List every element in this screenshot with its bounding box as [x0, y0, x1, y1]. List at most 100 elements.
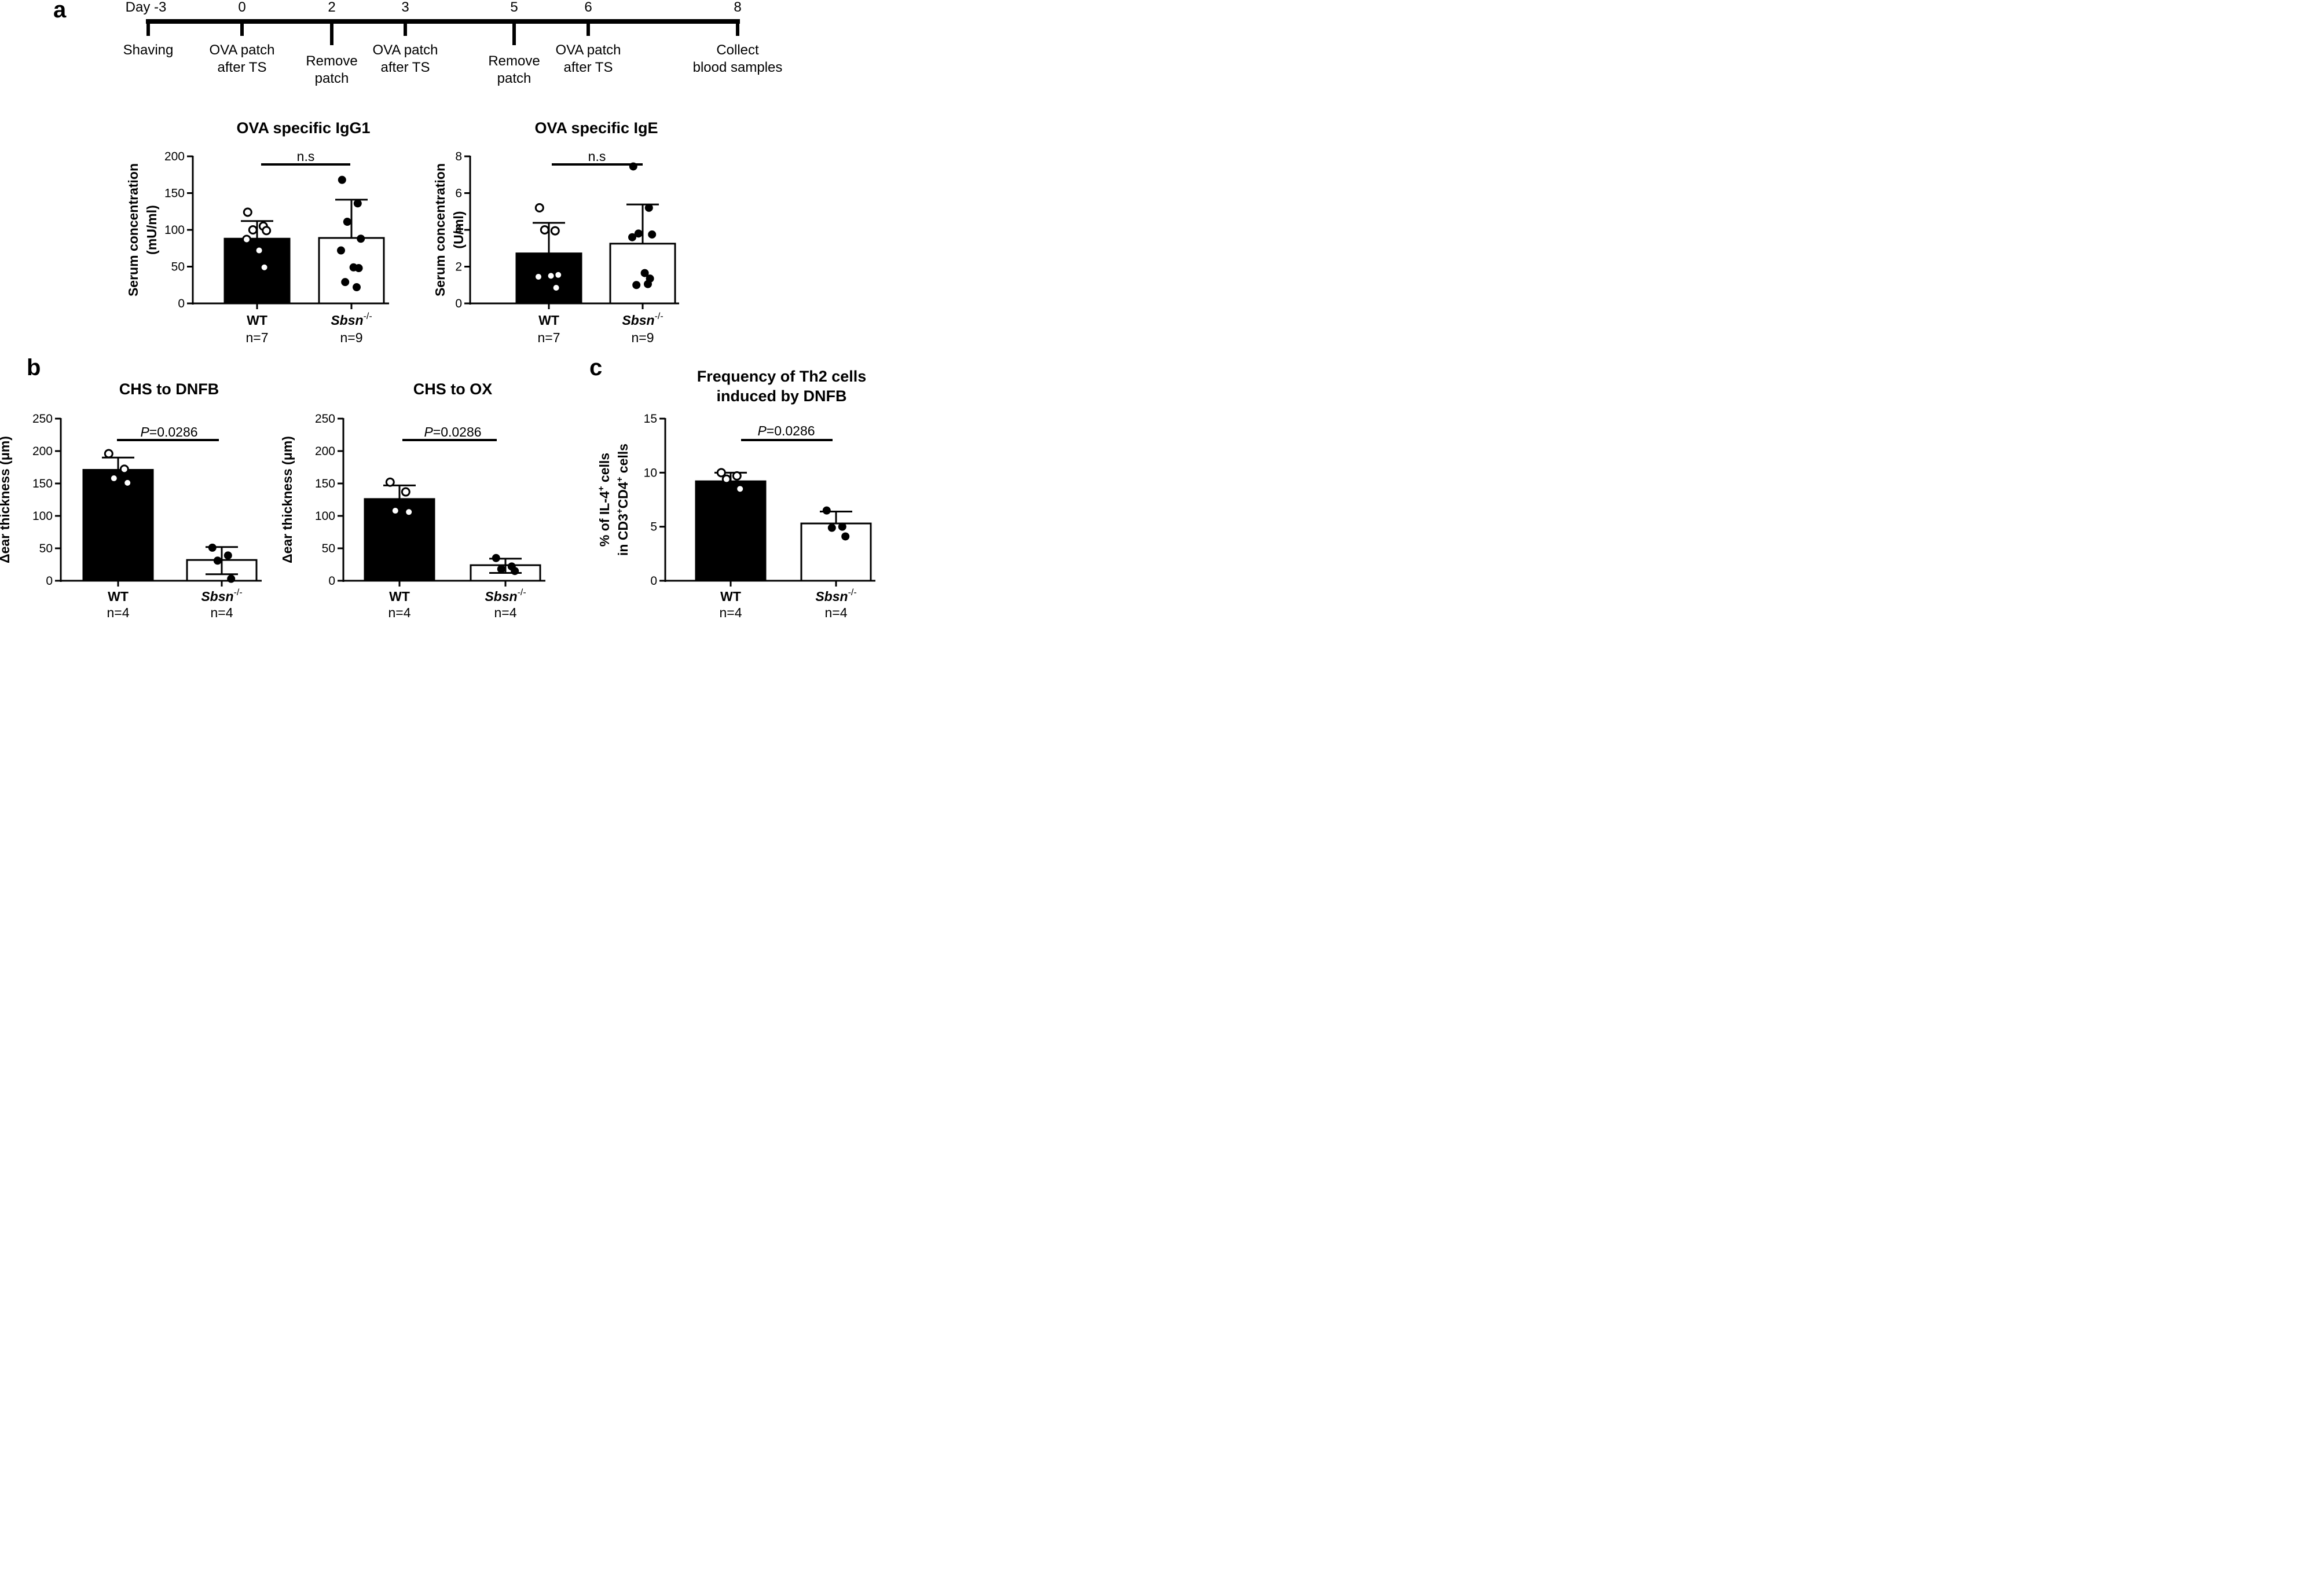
- data-point: [827, 523, 836, 532]
- data-point: [511, 567, 519, 576]
- timeline-event-label: after TS: [218, 60, 267, 75]
- category-label: Sbsn-/-: [485, 588, 526, 604]
- category-label: Sbsn-/-: [622, 312, 663, 328]
- timeline-event-label: OVA patch: [373, 42, 438, 58]
- data-point: [497, 565, 505, 573]
- data-point: [492, 554, 500, 562]
- data-point: [716, 468, 726, 478]
- y-axis-label: (mU/ml): [144, 205, 159, 255]
- data-point: [227, 574, 236, 583]
- data-point: [259, 262, 269, 272]
- data-point: [732, 471, 742, 481]
- y-tick-label: 200: [164, 150, 185, 163]
- n-label: n=9: [631, 330, 654, 345]
- timeline-event-label: Collect: [716, 42, 759, 58]
- data-point: [104, 449, 113, 459]
- y-tick-label: 0: [178, 297, 185, 310]
- chart-title: CHS to DNFB: [119, 380, 219, 398]
- significance-label: n.s: [588, 149, 606, 164]
- timeline-day-label: Day -3: [126, 0, 167, 15]
- panel-letter-a: a: [53, 0, 67, 23]
- y-axis-label: Δear thickness (μm): [0, 436, 12, 563]
- y-axis-label: Serum concentration: [432, 163, 448, 296]
- n-label: n=4: [210, 605, 233, 618]
- data-point: [337, 246, 345, 255]
- chart-title: OVA specific IgE: [534, 119, 658, 137]
- data-point: [401, 487, 410, 497]
- data-point: [632, 281, 641, 290]
- data-point: [119, 464, 129, 474]
- y-tick-label: 0: [328, 574, 335, 588]
- y-tick-label: 100: [164, 223, 185, 237]
- data-point: [735, 484, 745, 494]
- data-point: [254, 245, 264, 255]
- data-point: [640, 269, 649, 277]
- data-point: [357, 234, 365, 243]
- data-point: [648, 230, 657, 239]
- data-point: [822, 506, 831, 515]
- data-point: [123, 478, 133, 488]
- panel-letter-b: b: [27, 355, 41, 380]
- timeline-day-label: 8: [734, 0, 741, 15]
- y-axis-label: in CD3+CD4+ cells: [615, 444, 631, 556]
- data-point: [343, 218, 351, 226]
- y-tick-label: 15: [644, 412, 657, 426]
- timeline-event-label: Remove: [488, 53, 540, 69]
- y-tick-label: 200: [32, 445, 53, 458]
- y-tick-label: 0: [46, 574, 53, 588]
- bar-wt: [695, 480, 767, 582]
- y-tick-label: 250: [32, 412, 53, 426]
- chart-ova-igg1: OVA specific IgG1 0 50 100 150 200 Serum conce…: [126, 119, 389, 345]
- chart-ova-ige: OVA specific IgE 0 2 4 6 8 Serum concentration…: [432, 119, 679, 345]
- timeline: Day -3 Shaving 0 OVA patch after TS 2 Remove pa…: [123, 0, 783, 86]
- data-point: [534, 272, 543, 281]
- data-point: [208, 543, 217, 552]
- timeline-event-label: patch: [497, 71, 531, 86]
- chart-title: induced by DNFB: [716, 387, 846, 405]
- data-point: [534, 203, 544, 212]
- data-point: [546, 271, 556, 281]
- bar-sbsn: [800, 522, 872, 582]
- chart-title: OVA specific IgG1: [236, 119, 370, 137]
- data-point: [354, 264, 363, 273]
- data-point: [644, 280, 652, 288]
- category-label: WT: [247, 313, 267, 328]
- significance-label: n.s: [297, 149, 315, 164]
- y-tick-label: 0: [650, 574, 657, 588]
- data-point: [262, 226, 272, 236]
- y-tick-label: 8: [455, 150, 462, 163]
- data-point: [109, 474, 119, 483]
- y-tick-label: 250: [315, 412, 335, 426]
- y-tick-label: 150: [32, 477, 53, 490]
- data-point: [353, 199, 362, 208]
- n-label: n=7: [537, 330, 560, 345]
- timeline-day-label: 3: [401, 0, 409, 15]
- data-point: [223, 551, 232, 560]
- data-point: [721, 474, 731, 484]
- y-axis-label: (U/ml): [451, 211, 466, 248]
- y-tick-label: 2: [455, 261, 462, 274]
- data-point: [841, 532, 850, 541]
- y-tick-label: 50: [171, 261, 185, 274]
- timeline-event-label: after TS: [381, 60, 430, 75]
- data-point: [628, 233, 636, 241]
- y-tick-label: 10: [644, 466, 657, 479]
- category-label: Sbsn-/-: [201, 588, 242, 604]
- category-label: Sbsn-/-: [815, 588, 856, 604]
- category-label: WT: [720, 589, 741, 604]
- data-point: [634, 229, 643, 238]
- chart-chs-dnfb: CHS to DNFB 0 50 100 150 200 250 Δear thickness…: [0, 380, 262, 618]
- data-point: [644, 203, 653, 212]
- data-point: [243, 207, 252, 217]
- significance-label: P=0.0286: [757, 423, 815, 438]
- data-point: [550, 226, 560, 236]
- timeline-day-label: 0: [238, 0, 245, 15]
- timeline-day-label: 6: [584, 0, 592, 15]
- timeline-day-label: 2: [328, 0, 335, 15]
- category-label: WT: [389, 589, 410, 604]
- data-point: [341, 278, 350, 287]
- bar-wt: [82, 468, 154, 582]
- n-label: n=4: [719, 605, 742, 618]
- y-tick-label: 150: [315, 477, 335, 490]
- y-tick-label: 150: [164, 187, 185, 200]
